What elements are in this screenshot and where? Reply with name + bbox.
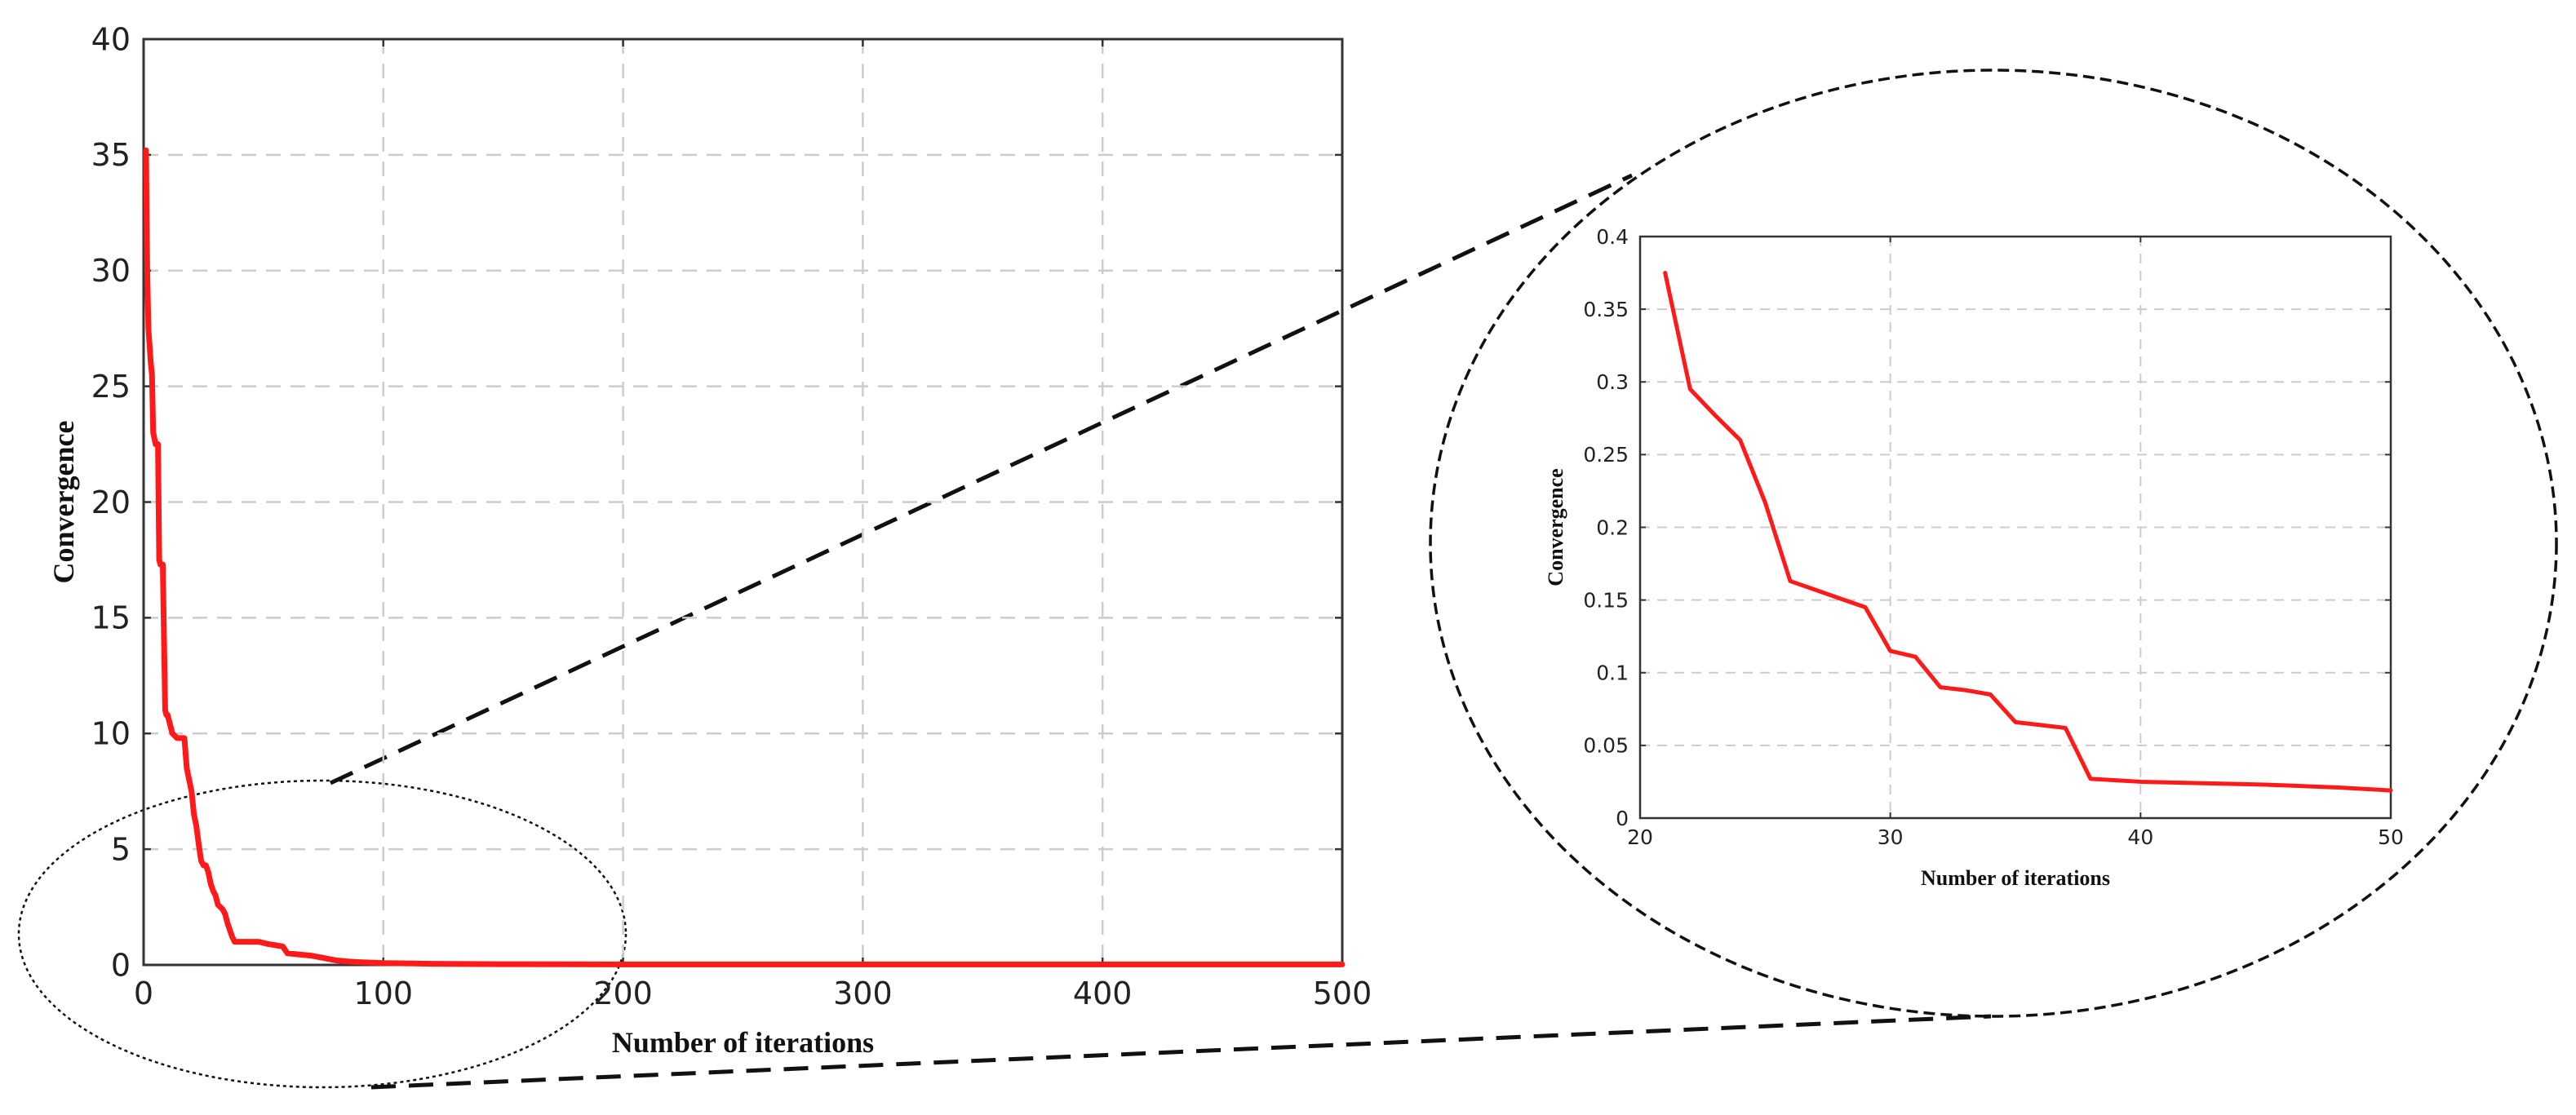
x-tick-label: 100 — [354, 976, 414, 1011]
inset-series-line — [1663, 271, 2393, 793]
x-tick-label: 400 — [1073, 976, 1133, 1011]
inset-y-tick-labels: 0 0.05 0.1 0.15 0.2 0.25 0.3 0.35 0.4 — [1583, 225, 1629, 830]
x-tick-label: 50 — [2378, 825, 2404, 849]
inset-y-axis-label: Convergence — [1544, 468, 1567, 586]
y-tick-label: 0.1 — [1596, 661, 1629, 685]
main-y-tick-labels: 0 5 10 15 20 25 30 35 40 — [91, 21, 131, 983]
zoom-target-ellipse — [1429, 69, 2558, 1018]
inset-tick-marks — [1639, 236, 2392, 819]
y-tick-label: 0 — [111, 947, 131, 983]
inset-x-tick-labels: 20 30 40 50 — [1627, 825, 2404, 849]
x-tick-label: 200 — [593, 976, 653, 1011]
x-tick-label: 40 — [2127, 825, 2153, 849]
main-chart: 0 100 200 300 400 500 0 5 10 15 20 25 30 35 40 Number… — [47, 21, 1372, 1059]
y-tick-label: 0.15 — [1583, 588, 1629, 612]
y-tick-label: 20 — [91, 484, 131, 520]
zoom-annotation — [17, 69, 2558, 1090]
x-tick-label: 500 — [1313, 976, 1372, 1011]
y-tick-label: 0 — [1616, 807, 1629, 830]
y-tick-label: 0.35 — [1583, 298, 1629, 321]
y-tick-label: 0.4 — [1596, 225, 1629, 249]
x-tick-label: 300 — [833, 976, 893, 1011]
y-tick-label: 30 — [91, 253, 131, 289]
inset-grid — [1640, 237, 2391, 818]
zoom-connector-upper — [329, 173, 1634, 785]
zoom-connector-lower — [370, 1014, 1992, 1090]
x-tick-label: 30 — [1878, 825, 1904, 849]
zoom-source-ellipse — [17, 779, 627, 1089]
y-tick-label: 15 — [91, 600, 131, 636]
y-tick-label: 25 — [91, 369, 131, 405]
y-tick-label: 5 — [111, 831, 131, 867]
x-tick-label: 20 — [1627, 825, 1653, 849]
main-x-axis-label: Number of iterations — [612, 1026, 874, 1059]
y-tick-label: 0.2 — [1596, 515, 1629, 539]
main-y-axis-label: Convergence — [47, 421, 80, 584]
y-tick-label: 0.3 — [1596, 370, 1629, 394]
inset-x-axis-label: Number of iterations — [1921, 866, 2110, 890]
main-tick-marks — [142, 38, 1344, 967]
x-tick-label: 0 — [134, 976, 153, 1011]
inset-chart: 20 30 40 50 0 0.05 0.1 0.15 0.2 0.25 0.3 0.35 0.4 N… — [1544, 225, 2404, 890]
main-x-tick-labels: 0 100 200 300 400 500 — [134, 976, 1372, 1011]
y-tick-label: 40 — [91, 21, 131, 57]
main-grid — [144, 39, 1342, 965]
y-tick-label: 0.25 — [1583, 443, 1629, 467]
main-series-line — [143, 147, 1346, 967]
y-tick-label: 35 — [91, 137, 131, 173]
y-tick-label: 0.05 — [1583, 734, 1629, 758]
y-tick-label: 10 — [91, 716, 131, 752]
